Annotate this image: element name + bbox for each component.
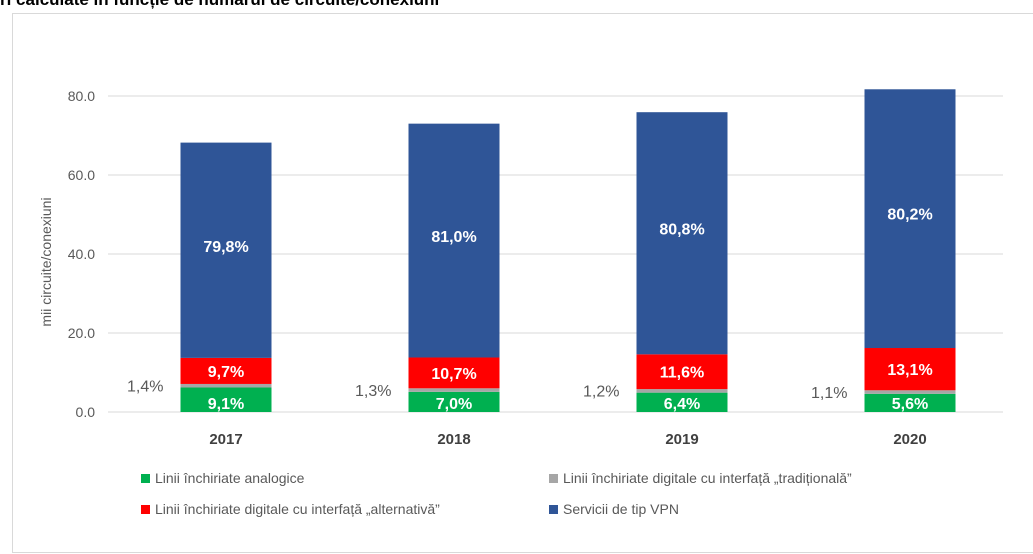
page-title: ri calculate în funcție de numărul de ci… xyxy=(0,0,439,10)
data-label-1-3: 1,1% xyxy=(811,385,847,402)
legend-swatch-traditionala xyxy=(549,474,558,483)
x-tick-label-0: 2017 xyxy=(209,431,242,448)
data-label-0-3: 5,6% xyxy=(892,396,928,413)
data-label-3-3: 80,2% xyxy=(887,206,932,223)
y-tick-label-4: 80.0 xyxy=(68,88,95,104)
bar-segment-2-0 xyxy=(180,357,272,384)
legend-label-vpn: Servicii de tip VPN xyxy=(563,501,679,517)
legend-item-analogice: Linii închiriate analogice xyxy=(141,470,304,486)
data-label-0-2: 6,4% xyxy=(664,396,700,413)
data-label-3-2: 80,8% xyxy=(659,221,704,238)
y-tick-label-1: 20.0 xyxy=(68,325,95,341)
bar-segment-0-0 xyxy=(180,387,272,412)
y-tick-label-2: 40.0 xyxy=(68,246,95,262)
bar-segment-0-1 xyxy=(408,391,500,412)
bar-segment-1-3 xyxy=(864,390,956,394)
data-label-1-1: 1,3% xyxy=(355,383,391,400)
legend-label-analogice: Linii închiriate analogice xyxy=(155,470,305,486)
legend-swatch-analogice xyxy=(141,474,150,483)
data-label-0-1: 7,0% xyxy=(436,396,472,413)
data-label-2-3: 13,1% xyxy=(887,362,932,379)
bar-segment-2-3 xyxy=(864,348,956,391)
data-label-3-1: 81,0% xyxy=(431,229,476,246)
bar-segment-1-0 xyxy=(180,383,272,388)
data-label-3-0: 79,8% xyxy=(203,239,248,256)
bar-segment-2-2 xyxy=(636,354,728,390)
data-label-1-2: 1,2% xyxy=(583,384,619,401)
data-label-2-1: 10,7% xyxy=(431,366,476,383)
bar-segment-0-3 xyxy=(864,393,956,412)
data-label-2-2: 11,6% xyxy=(660,365,704,382)
legend-label-alternativa: Linii închiriate digitale cu interfață „… xyxy=(155,501,440,517)
legend-item-traditionala: Linii închiriate digitale cu interfață „… xyxy=(549,470,852,486)
x-tick-label-3: 2020 xyxy=(893,431,926,448)
y-axis-title: mii circuite/conexiuni xyxy=(38,197,54,326)
data-label-1-0: 1,4% xyxy=(127,379,163,396)
stacked-bar-chart: 0.0 20.0 40.0 60.0 80.0 mii circuite/conexiun… xyxy=(38,88,1003,448)
data-label-0-0: 9,1% xyxy=(208,396,244,413)
bar-segment-0-2 xyxy=(636,392,728,412)
y-tick-label-0: 0.0 xyxy=(76,404,96,420)
x-tick-label-2: 2019 xyxy=(665,431,698,448)
bar-segment-3-2 xyxy=(636,112,728,355)
legend-swatch-vpn xyxy=(549,505,558,514)
data-label-2-0: 9,7% xyxy=(208,364,244,381)
legend-label-traditionala: Linii închiriate digitale cu interfață „… xyxy=(563,470,852,486)
legend-item-vpn: Servicii de tip VPN xyxy=(549,501,679,517)
legend-item-alternativa: Linii închiriate digitale cu interfață „… xyxy=(141,501,440,517)
bar-segment-2-1 xyxy=(408,357,500,389)
y-tick-label-3: 60.0 xyxy=(68,167,95,183)
chart-area: 0.0 20.0 40.0 60.0 80.0 mii circuite/conexiun… xyxy=(12,13,1033,553)
legend-swatch-alternativa xyxy=(141,505,150,514)
bar-segment-3-0 xyxy=(180,142,272,358)
bar-segment-3-1 xyxy=(408,123,500,358)
bar-segment-3-3 xyxy=(864,89,956,349)
bar-segment-1-1 xyxy=(408,388,500,392)
x-tick-label-1: 2018 xyxy=(437,431,470,448)
bar-segment-1-2 xyxy=(636,389,728,393)
